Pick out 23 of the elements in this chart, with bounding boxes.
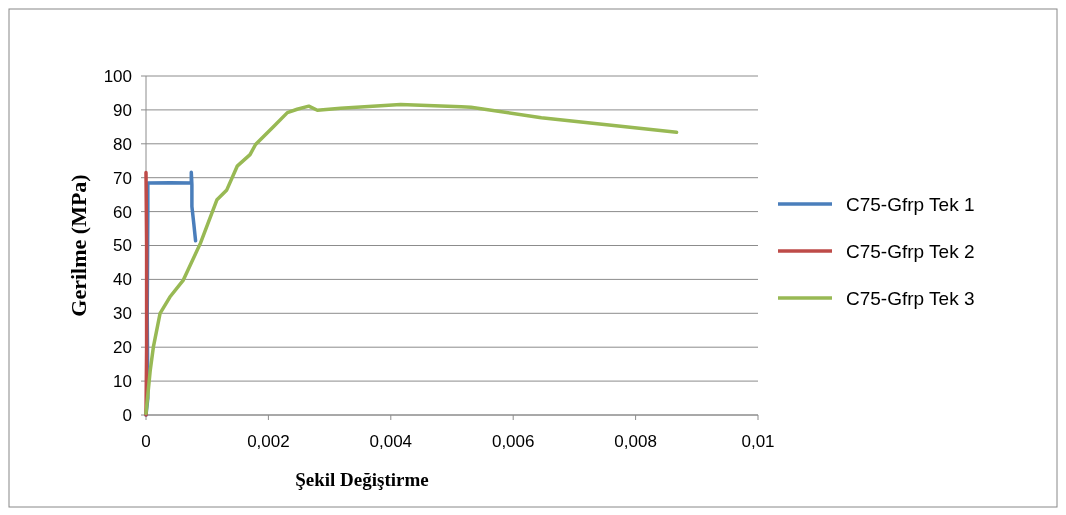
y-tick-label: 20 — [113, 338, 132, 358]
line-series — [144, 102, 679, 416]
y-tick-label: 0 — [122, 405, 132, 425]
legend-label: C75-Gfrp Tek 3 — [846, 287, 975, 309]
y-tick-label: 70 — [113, 168, 132, 188]
y-axis-title: Gerilme (MPa) — [66, 174, 91, 317]
x-axis-title: Şekil Değiştirme — [295, 469, 429, 490]
y-tick-label: 30 — [113, 304, 132, 324]
x-tick-label: 0,006 — [491, 432, 535, 451]
x-tick-label: 0,002 — [247, 432, 290, 451]
y-tick-label: 50 — [113, 236, 132, 256]
x-tick-label: 0,008 — [614, 432, 657, 451]
x-tick-label: 0,01 — [741, 432, 775, 451]
x-tick-label: 0 — [141, 432, 151, 451]
y-tick-label: 40 — [113, 270, 132, 290]
x-tick-label: 0,004 — [369, 432, 413, 451]
y-tick-label: 10 — [113, 372, 132, 392]
y-tick-label: 80 — [113, 134, 132, 154]
y-tick-label: 90 — [113, 100, 132, 120]
legend-label: C75-Gfrp Tek 1 — [846, 193, 975, 215]
legend-label: C75-Gfrp Tek 2 — [846, 240, 975, 262]
y-tick-label: 100 — [103, 66, 132, 86]
y-tick-label: 60 — [113, 202, 132, 222]
